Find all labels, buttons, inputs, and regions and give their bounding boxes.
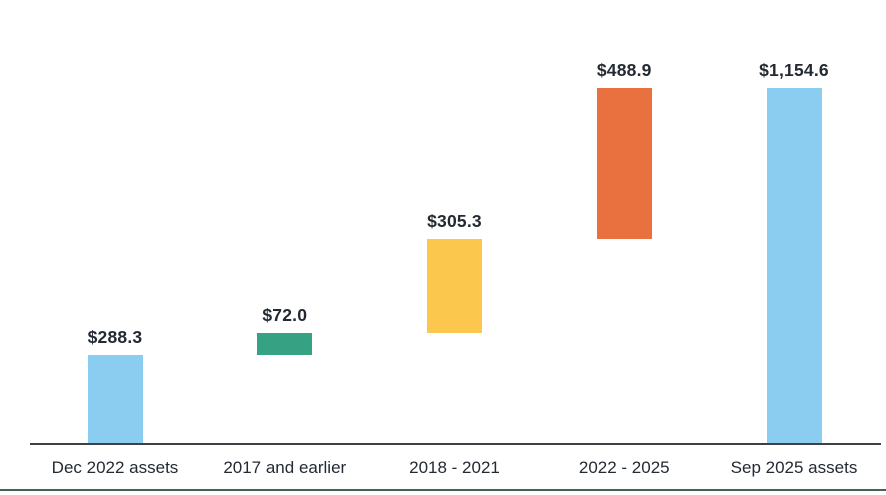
category-label-2022-2025: 2022 - 2025 <box>578 458 670 477</box>
bar-sep-2025-assets <box>766 88 822 444</box>
bar-2018-2021 <box>427 238 482 333</box>
category-label-2018-2021: 2018 - 2021 <box>409 458 500 477</box>
category-label-sep-2025-assets: Sep 2025 assets <box>730 458 858 477</box>
bar-value-label: $1,154.6 <box>759 60 829 80</box>
bottom-divider-rule <box>0 489 886 491</box>
bar-value-label: $488.9 <box>596 60 652 81</box>
bar-value-label: $288.3 <box>87 327 143 348</box>
bar-value-label: $72.0 <box>262 304 308 325</box>
bar-2022-2025 <box>596 88 652 239</box>
bar-2017-and-earlier <box>257 332 313 356</box>
category-label-2017-and-earlier: 2017 and earlier <box>223 458 347 477</box>
category-label-dec-2022-assets: Dec 2022 assets <box>51 458 179 477</box>
x-axis-baseline <box>30 443 881 445</box>
bar-dec-2022-assets <box>87 355 143 444</box>
bar-value-label: $305.3 <box>427 210 482 231</box>
